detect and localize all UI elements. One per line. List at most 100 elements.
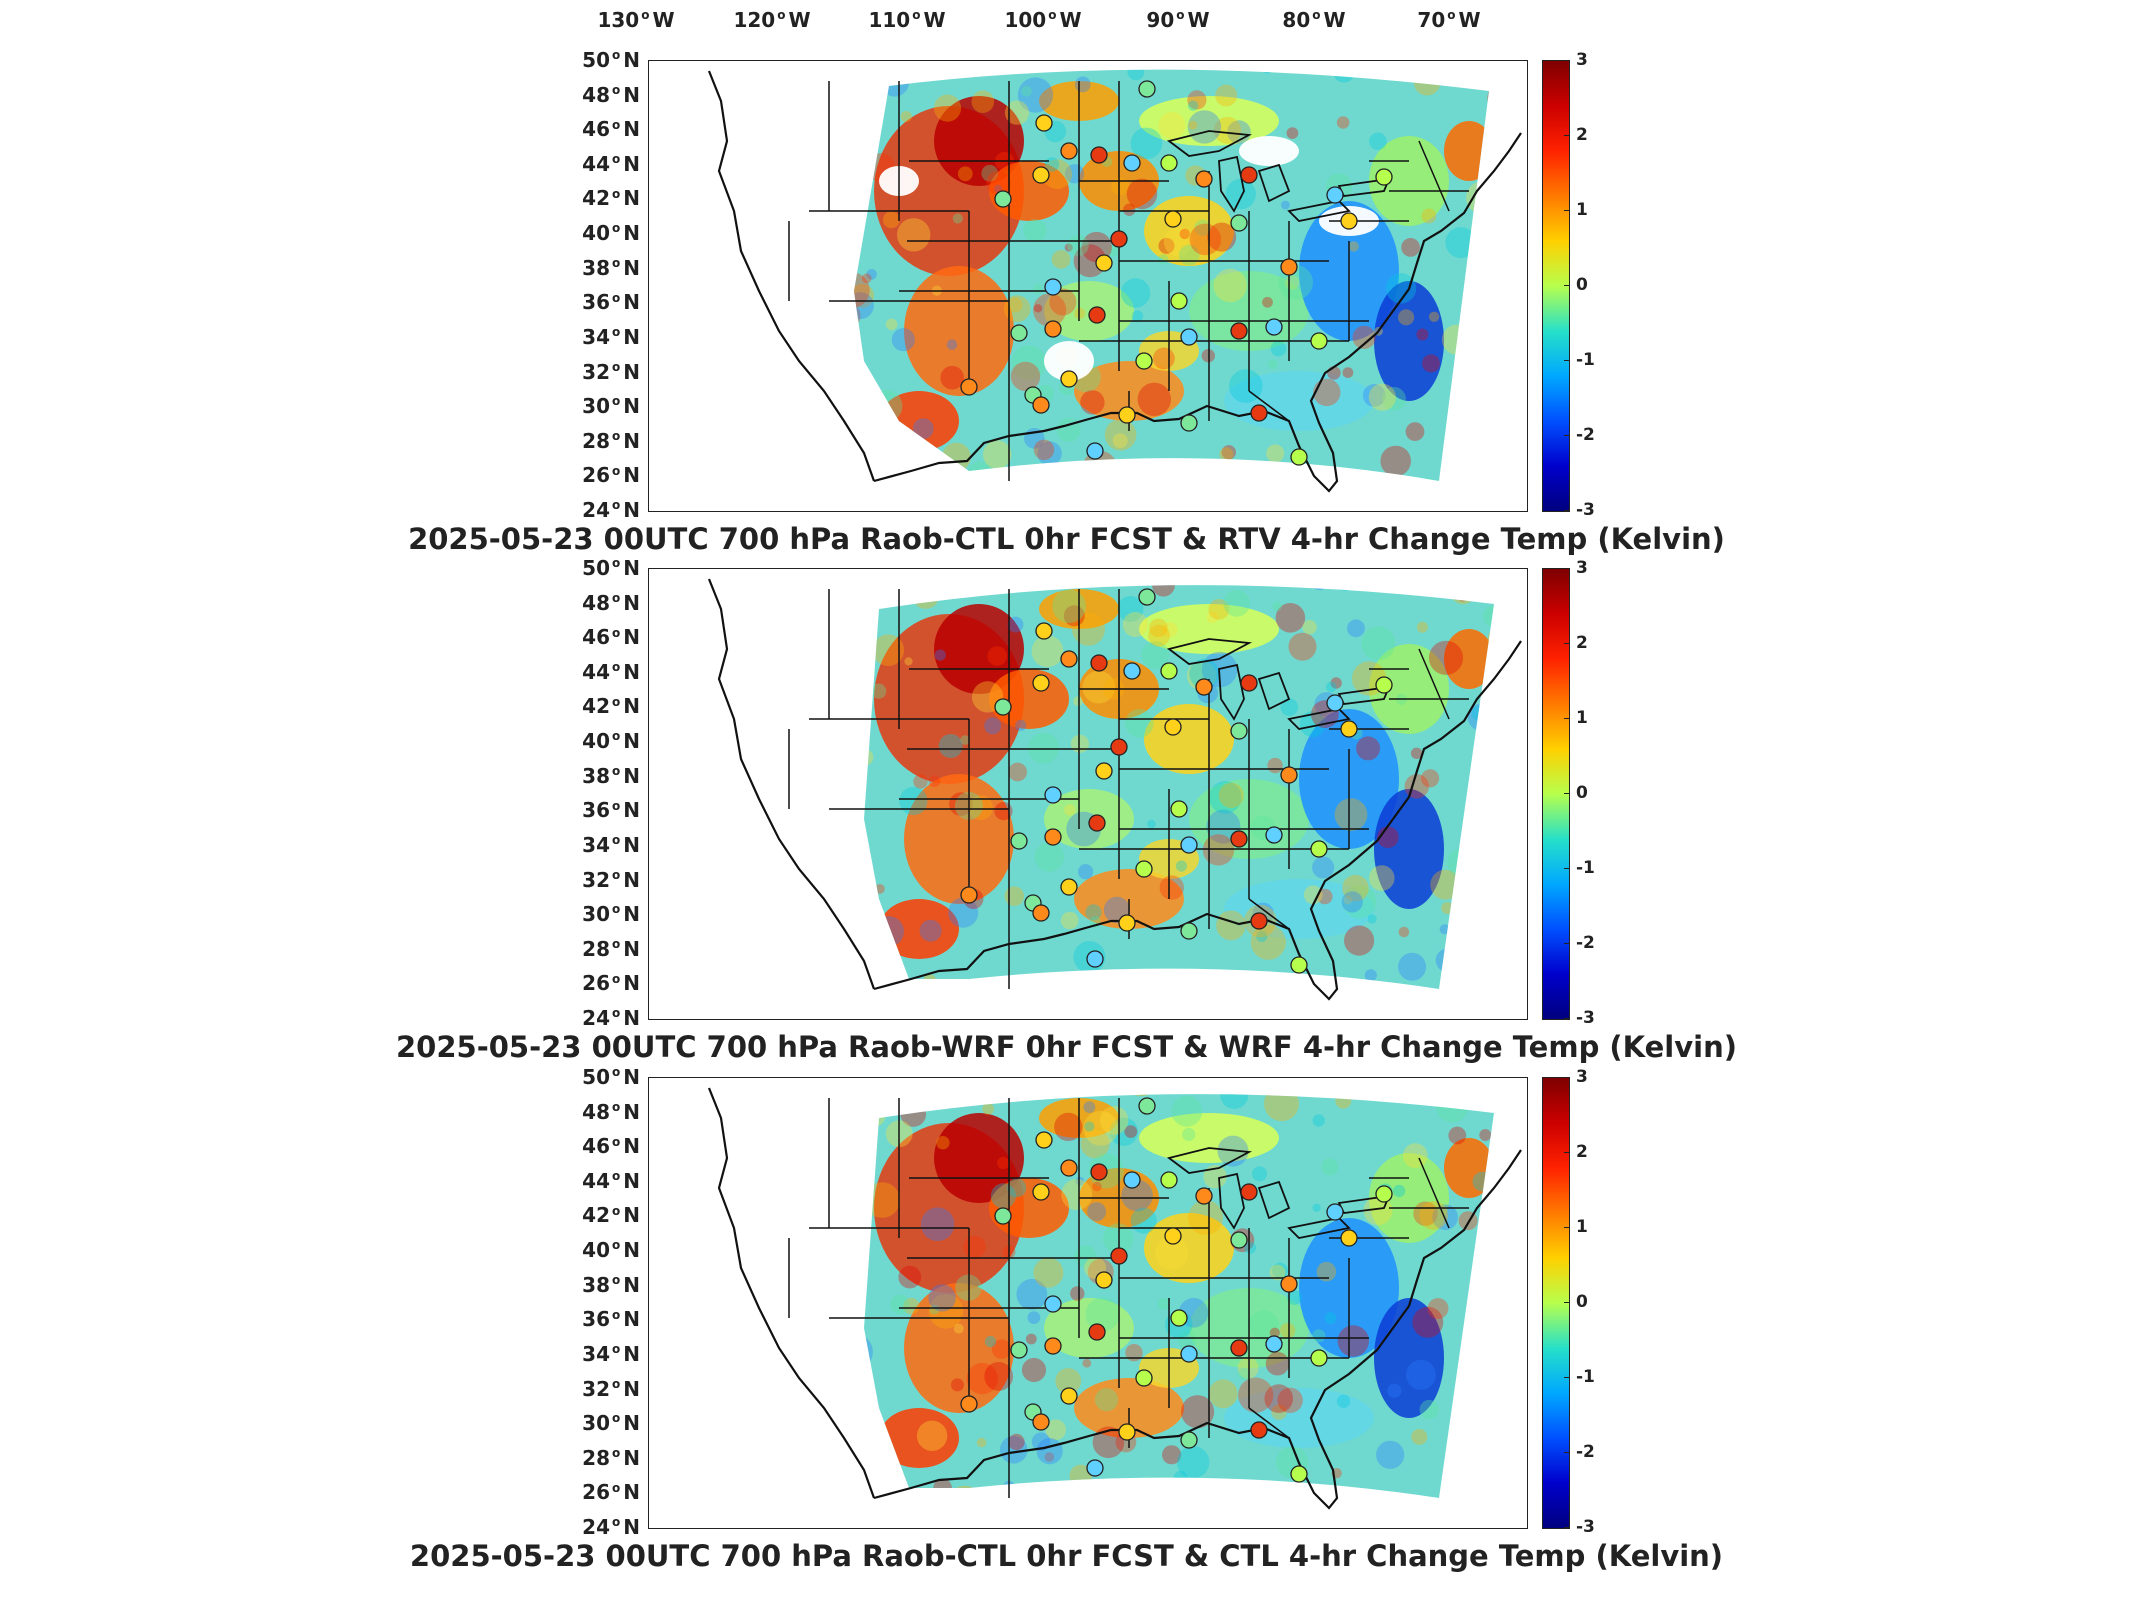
raob-station-marker — [1230, 1339, 1248, 1357]
raob-station-marker — [1160, 154, 1178, 172]
latitude-tick-label: 28 o N — [582, 1446, 640, 1470]
latitude-tick-label: 48 o N — [582, 83, 640, 107]
latitude-value: 44 — [582, 659, 610, 684]
latitude-value: 28 — [582, 428, 610, 453]
longitude-tick-label: 90 o W — [1146, 8, 1209, 32]
latitude-suffix: N — [623, 221, 640, 246]
latitude-tick-label: 40 o N — [582, 1238, 640, 1262]
longitude-axis: 130 o W 120 o W 110 o W 100 o W 90 o W 80 o W 70 o W — [0, 8, 2133, 38]
colorbar-tick-label: 0 — [1576, 275, 1588, 295]
latitude-value: 42 — [582, 694, 610, 719]
raob-station-marker — [1088, 1323, 1106, 1341]
latitude-tick-label: 48 o N — [582, 1100, 640, 1124]
raob-station-marker — [1180, 836, 1198, 854]
latitude-value: 38 — [582, 763, 610, 788]
degree-symbol: o — [612, 1376, 621, 1391]
raob-station-marker — [1118, 914, 1136, 932]
raob-station-marker — [1230, 830, 1248, 848]
raob-station-marker — [1032, 166, 1050, 184]
colorbar-tick-mark — [1564, 285, 1569, 286]
raob-station-marker — [1326, 186, 1344, 204]
raob-station-marker — [1170, 1309, 1188, 1327]
raob-station-marker — [1340, 1229, 1358, 1247]
raob-station-marker — [1326, 694, 1344, 712]
raob-station-marker — [1195, 170, 1213, 188]
latitude-suffix: N — [623, 394, 640, 419]
raob-station-marker — [1044, 1295, 1062, 1313]
raob-station-marker — [1164, 718, 1182, 736]
latitude-value: 38 — [582, 1272, 610, 1297]
degree-symbol: o — [612, 221, 621, 236]
degree-symbol: o — [612, 798, 621, 813]
raob-station-marker — [1060, 650, 1078, 668]
colorbar-tick-mark — [1564, 1527, 1569, 1528]
raob-station-marker — [1180, 922, 1198, 940]
raob-station-marker — [1123, 1171, 1141, 1189]
raob-station-marker — [1375, 1185, 1393, 1203]
latitude-tick-label: 42 o N — [582, 186, 640, 210]
latitude-tick-label: 28 o N — [582, 429, 640, 453]
raob-station-marker — [1010, 832, 1028, 850]
colorbar-tick-label: 0 — [1576, 1292, 1588, 1312]
longitude-tick-label: 70 o W — [1417, 8, 1480, 32]
latitude-suffix: N — [623, 1168, 640, 1193]
latitude-suffix: N — [623, 1515, 640, 1539]
raob-station-marker — [1035, 1131, 1053, 1149]
latitude-value: 26 — [582, 463, 610, 488]
longitude-tick-label: 130 o W — [597, 8, 674, 32]
degree-symbol: o — [612, 833, 621, 848]
colorbar: 3 2 1 0 -1 -2 -3 — [1542, 50, 1602, 520]
panel-title: 2025-05-23 00UTC 700 hPa Raob-CTL 0hr FC… — [408, 522, 1725, 556]
raob-station-marker — [1160, 1171, 1178, 1189]
degree-symbol: o — [612, 394, 621, 409]
longitude-tick-label: 120 o W — [733, 8, 810, 32]
longitude-suffix: W — [652, 8, 675, 32]
latitude-tick-label: 46 o N — [582, 1134, 640, 1158]
colorbar-tick-mark — [1564, 1227, 1569, 1228]
raob-station-marker — [1118, 406, 1136, 424]
colorbar-tick-mark — [1564, 435, 1569, 436]
degree-symbol: o — [612, 1169, 621, 1184]
raob-station-marker — [1240, 1183, 1258, 1201]
latitude-tick-label: 30 o N — [582, 394, 640, 418]
latitude-value: 24 — [582, 498, 610, 522]
raob-station-marker — [960, 1395, 978, 1413]
longitude-value: 100 — [1004, 8, 1047, 32]
colorbar-tick-mark — [1564, 1077, 1569, 1078]
latitude-tick-label: 40 o N — [582, 729, 640, 753]
latitude-value: 26 — [582, 1480, 610, 1505]
latitude-value: 32 — [582, 1376, 610, 1401]
latitude-tick-label: 28 o N — [582, 937, 640, 961]
latitude-value: 46 — [582, 625, 610, 650]
latitude-suffix: N — [623, 428, 640, 453]
latitude-value: 40 — [582, 221, 610, 246]
raob-station-marker — [1180, 414, 1198, 432]
latitude-value: 42 — [582, 186, 610, 211]
degree-symbol: o — [612, 937, 621, 952]
latitude-suffix: N — [623, 1307, 640, 1332]
raob-station-marker — [1180, 1345, 1198, 1363]
raob-station-marker — [1326, 1203, 1344, 1221]
raob-station-marker — [1095, 1271, 1113, 1289]
latitude-suffix: N — [623, 186, 640, 211]
raob-station-marker — [1138, 588, 1156, 606]
latitude-tick-label: 26 o N — [582, 463, 640, 487]
raob-station-marker — [1290, 1465, 1308, 1483]
colorbar-tick-label: 2 — [1576, 633, 1588, 653]
latitude-value: 24 — [582, 1006, 610, 1030]
colorbar-tick-mark — [1564, 718, 1569, 719]
raob-station-marker — [1230, 322, 1248, 340]
colorbar-tick-mark — [1564, 360, 1569, 361]
latitude-tick-label: 44 o N — [582, 152, 640, 176]
colorbar-gradient — [1542, 60, 1570, 512]
degree-symbol: o — [612, 764, 621, 779]
latitude-tick-label: 42 o N — [582, 1203, 640, 1227]
latitude-suffix: N — [623, 290, 640, 315]
map-graphic — [707, 578, 1522, 1001]
raob-station-marker — [1032, 1183, 1050, 1201]
degree-symbol: o — [612, 463, 621, 478]
raob-station-marker — [1010, 324, 1028, 342]
latitude-value: 30 — [582, 394, 610, 419]
latitude-suffix: N — [623, 936, 640, 961]
latitude-tick-label: 34 o N — [582, 833, 640, 857]
